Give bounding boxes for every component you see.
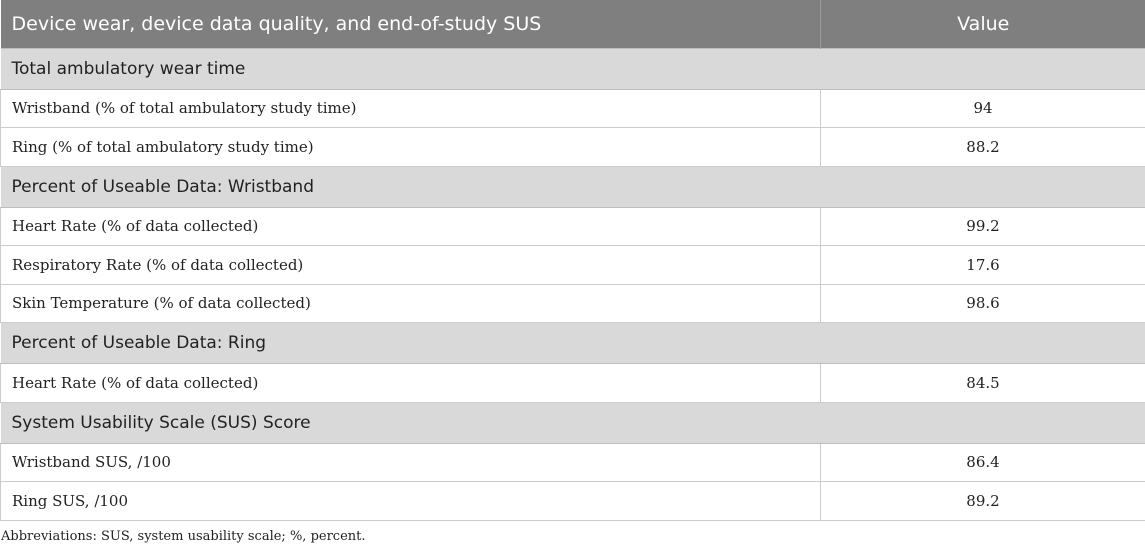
table-row: Heart Rate (% of data collected) 84.5 xyxy=(0,363,1145,403)
row-label: Ring SUS, /100 xyxy=(0,481,821,521)
section-row-sus-score: System Usability Scale (SUS) Score xyxy=(0,401,1145,444)
data-table: Device wear, device data quality, and en… xyxy=(0,0,1145,521)
table-body: Total ambulatory wear time Wristband (% … xyxy=(0,47,1145,521)
table-header: Device wear, device data quality, and en… xyxy=(0,0,1145,48)
row-value: 98.6 xyxy=(820,283,1145,323)
section-row-useable-wristband: Percent of Useable Data: Wristband xyxy=(0,165,1145,208)
row-value: 84.5 xyxy=(820,363,1145,403)
header-measure: Device wear, device data quality, and en… xyxy=(0,0,821,48)
header-value: Value xyxy=(820,0,1145,48)
row-label: Heart Rate (% of data collected) xyxy=(0,363,821,403)
row-label: Respiratory Rate (% of data collected) xyxy=(0,245,821,285)
row-value: 94 xyxy=(820,88,1145,128)
table-row: Respiratory Rate (% of data collected) 1… xyxy=(0,245,1145,285)
row-label: Wristband (% of total ambulatory study t… xyxy=(0,88,821,128)
row-value: 86.4 xyxy=(820,442,1145,482)
section-title: System Usability Scale (SUS) Score xyxy=(0,401,1145,444)
row-value: 88.2 xyxy=(820,127,1145,167)
row-label: Wristband SUS, /100 xyxy=(0,442,821,482)
section-title: Percent of Useable Data: Wristband xyxy=(0,165,1145,208)
table-row: Wristband (% of total ambulatory study t… xyxy=(0,88,1145,128)
section-row-wear-time: Total ambulatory wear time xyxy=(0,47,1145,90)
header-row: Device wear, device data quality, and en… xyxy=(0,0,1145,48)
table-row: Wristband SUS, /100 86.4 xyxy=(0,442,1145,482)
section-title: Percent of Useable Data: Ring xyxy=(0,322,1145,364)
data-table-container: Device wear, device data quality, and en… xyxy=(0,0,1145,521)
row-label: Heart Rate (% of data collected) xyxy=(0,206,821,246)
table-footnote: Abbreviations: SUS, system usability sca… xyxy=(1,529,366,544)
table-row: Ring (% of total ambulatory study time) … xyxy=(0,127,1145,167)
row-label: Ring (% of total ambulatory study time) xyxy=(0,127,821,167)
row-value: 17.6 xyxy=(820,245,1145,285)
row-value: 99.2 xyxy=(820,206,1145,246)
row-label: Skin Temperature (% of data collected) xyxy=(0,283,821,323)
section-row-useable-ring: Percent of Useable Data: Ring xyxy=(0,322,1145,364)
table-row: Skin Temperature (% of data collected) 9… xyxy=(0,283,1145,323)
row-value: 89.2 xyxy=(820,481,1145,521)
section-title: Total ambulatory wear time xyxy=(0,47,1145,90)
table-row: Heart Rate (% of data collected) 99.2 xyxy=(0,206,1145,246)
table-row: Ring SUS, /100 89.2 xyxy=(0,481,1145,521)
